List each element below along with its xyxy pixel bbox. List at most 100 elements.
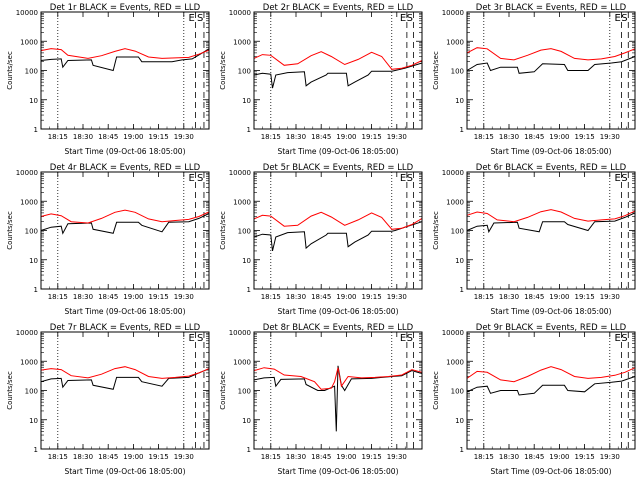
event-marker-label: E bbox=[615, 173, 621, 184]
event-marker-label: E bbox=[615, 13, 621, 24]
chart-title: Det 4r BLACK = Events, RED = LLD bbox=[50, 163, 201, 173]
y-tick-label: 100 bbox=[238, 388, 251, 396]
chart-panel-4: Det 4r BLACK = Events, RED = LLD Counts/s… bbox=[6, 163, 210, 316]
x-tick-label: 19:00 bbox=[549, 453, 569, 461]
event-marker-label: S bbox=[407, 333, 413, 344]
event-marker-label: E bbox=[400, 173, 406, 184]
y-tick-label: 10 bbox=[455, 417, 464, 425]
x-tick-label: 19:00 bbox=[549, 293, 569, 301]
series-events-line bbox=[253, 221, 423, 252]
y-tick-label: 10 bbox=[455, 257, 464, 265]
x-tick-label: 18:45 bbox=[98, 453, 118, 461]
chart-title: Det 3r BLACK = Events, RED = LLD bbox=[476, 3, 627, 13]
y-tick-label: 1 bbox=[34, 286, 38, 294]
series-events-line bbox=[253, 62, 423, 89]
x-tick-label: 18:15 bbox=[48, 293, 68, 301]
x-tick-label: 18:15 bbox=[48, 133, 68, 141]
y-tick-label: 100 bbox=[451, 68, 464, 76]
plot-frame bbox=[40, 11, 210, 130]
series-events-line bbox=[40, 48, 210, 72]
x-tick-label: 18:30 bbox=[499, 133, 519, 141]
series-lld-line bbox=[253, 211, 423, 230]
plot-frame bbox=[40, 331, 210, 450]
x-tick-label: 18:45 bbox=[524, 453, 544, 461]
event-marker-label: E bbox=[400, 333, 406, 344]
x-tick-label: 18:30 bbox=[499, 293, 519, 301]
plot-frame bbox=[253, 331, 423, 450]
series-lld-line bbox=[40, 366, 210, 379]
y-tick-label: 100 bbox=[25, 228, 38, 236]
x-tick-label: 19:30 bbox=[174, 133, 194, 141]
y-tick-label: 10 bbox=[242, 417, 251, 425]
x-tick-label: 19:00 bbox=[336, 293, 356, 301]
x-tick-label: 18:30 bbox=[73, 453, 93, 461]
plot-frame bbox=[466, 171, 636, 290]
y-tick-label: 1 bbox=[34, 126, 38, 134]
series-events-line bbox=[466, 376, 636, 396]
x-tick-label: 19:00 bbox=[123, 293, 143, 301]
series-lld-line bbox=[466, 209, 636, 223]
x-axis-label: Start Time (09-Oct-06 18:05:00) bbox=[64, 307, 185, 316]
y-tick-label: 1000 bbox=[233, 198, 251, 206]
x-tick-label: 18:45 bbox=[98, 293, 118, 301]
chart-title: Det 9r BLACK = Events, RED = LLD bbox=[476, 323, 627, 333]
y-axis-label: Counts/sec bbox=[6, 51, 14, 90]
y-tick-label: 1000 bbox=[20, 358, 38, 366]
y-axis-label: Counts/sec bbox=[432, 51, 440, 90]
y-tick-label: 100 bbox=[25, 388, 38, 396]
series-lld-line bbox=[253, 51, 423, 70]
y-tick-label: 10000 bbox=[442, 9, 464, 17]
x-tick-label: 18:45 bbox=[98, 133, 118, 141]
x-tick-label: 19:15 bbox=[149, 293, 169, 301]
x-axis-label: Start Time (09-Oct-06 18:05:00) bbox=[277, 147, 398, 156]
x-tick-label: 19:30 bbox=[174, 453, 194, 461]
y-tick-label: 1 bbox=[247, 286, 251, 294]
y-tick-label: 10000 bbox=[16, 9, 38, 17]
y-tick-label: 10000 bbox=[442, 329, 464, 337]
x-tick-label: 19:30 bbox=[387, 293, 407, 301]
series-events-line bbox=[466, 56, 636, 74]
x-tick-label: 18:15 bbox=[474, 133, 494, 141]
event-marker-label: S bbox=[621, 333, 627, 344]
y-axis-label: Counts/sec bbox=[6, 211, 14, 250]
x-tick-label: 18:30 bbox=[73, 133, 93, 141]
series-lld-line bbox=[40, 209, 210, 224]
y-tick-label: 10000 bbox=[442, 169, 464, 177]
x-tick-label: 18:45 bbox=[524, 133, 544, 141]
chart-title: Det 5r BLACK = Events, RED = LLD bbox=[263, 163, 414, 173]
x-tick-label: 18:30 bbox=[73, 293, 93, 301]
y-tick-label: 10000 bbox=[229, 9, 251, 17]
x-axis-label: Start Time (09-Oct-06 18:05:00) bbox=[490, 147, 611, 156]
chart-panel-7: Det 7r BLACK = Events, RED = LLD Counts/s… bbox=[6, 323, 210, 476]
x-tick-label: 18:15 bbox=[261, 133, 281, 141]
event-marker-label: E bbox=[615, 333, 621, 344]
x-tick-label: 18:45 bbox=[524, 293, 544, 301]
y-axis-label: Counts/sec bbox=[432, 371, 440, 410]
x-tick-label: 19:30 bbox=[387, 453, 407, 461]
y-tick-label: 10 bbox=[455, 97, 464, 105]
y-tick-label: 10000 bbox=[229, 169, 251, 177]
plot-frame bbox=[253, 11, 423, 130]
x-tick-label: 19:00 bbox=[549, 133, 569, 141]
series-lld-line bbox=[40, 48, 210, 59]
x-axis-label: Start Time (09-Oct-06 18:05:00) bbox=[277, 307, 398, 316]
chart-panel-5: Det 5r BLACK = Events, RED = LLD Counts/s… bbox=[219, 163, 423, 316]
x-tick-label: 18:45 bbox=[311, 133, 331, 141]
x-tick-label: 19:30 bbox=[600, 453, 620, 461]
y-tick-label: 10000 bbox=[16, 169, 38, 177]
chart-panel-9: Det 9r BLACK = Events, RED = LLD Counts/s… bbox=[432, 323, 636, 476]
chart-title: Det 2r BLACK = Events, RED = LLD bbox=[263, 3, 414, 13]
y-tick-label: 1 bbox=[460, 446, 464, 454]
x-tick-label: 19:15 bbox=[362, 453, 382, 461]
x-tick-label: 18:15 bbox=[474, 293, 494, 301]
event-marker-label: S bbox=[407, 173, 413, 184]
x-tick-label: 18:45 bbox=[311, 293, 331, 301]
y-tick-label: 1000 bbox=[233, 38, 251, 46]
event-marker-label: E bbox=[189, 13, 195, 24]
event-marker-label: S bbox=[621, 173, 627, 184]
x-axis-label: Start Time (09-Oct-06 18:05:00) bbox=[64, 467, 185, 476]
y-tick-label: 10 bbox=[29, 257, 38, 265]
y-tick-label: 1 bbox=[247, 446, 251, 454]
x-tick-label: 19:00 bbox=[336, 453, 356, 461]
